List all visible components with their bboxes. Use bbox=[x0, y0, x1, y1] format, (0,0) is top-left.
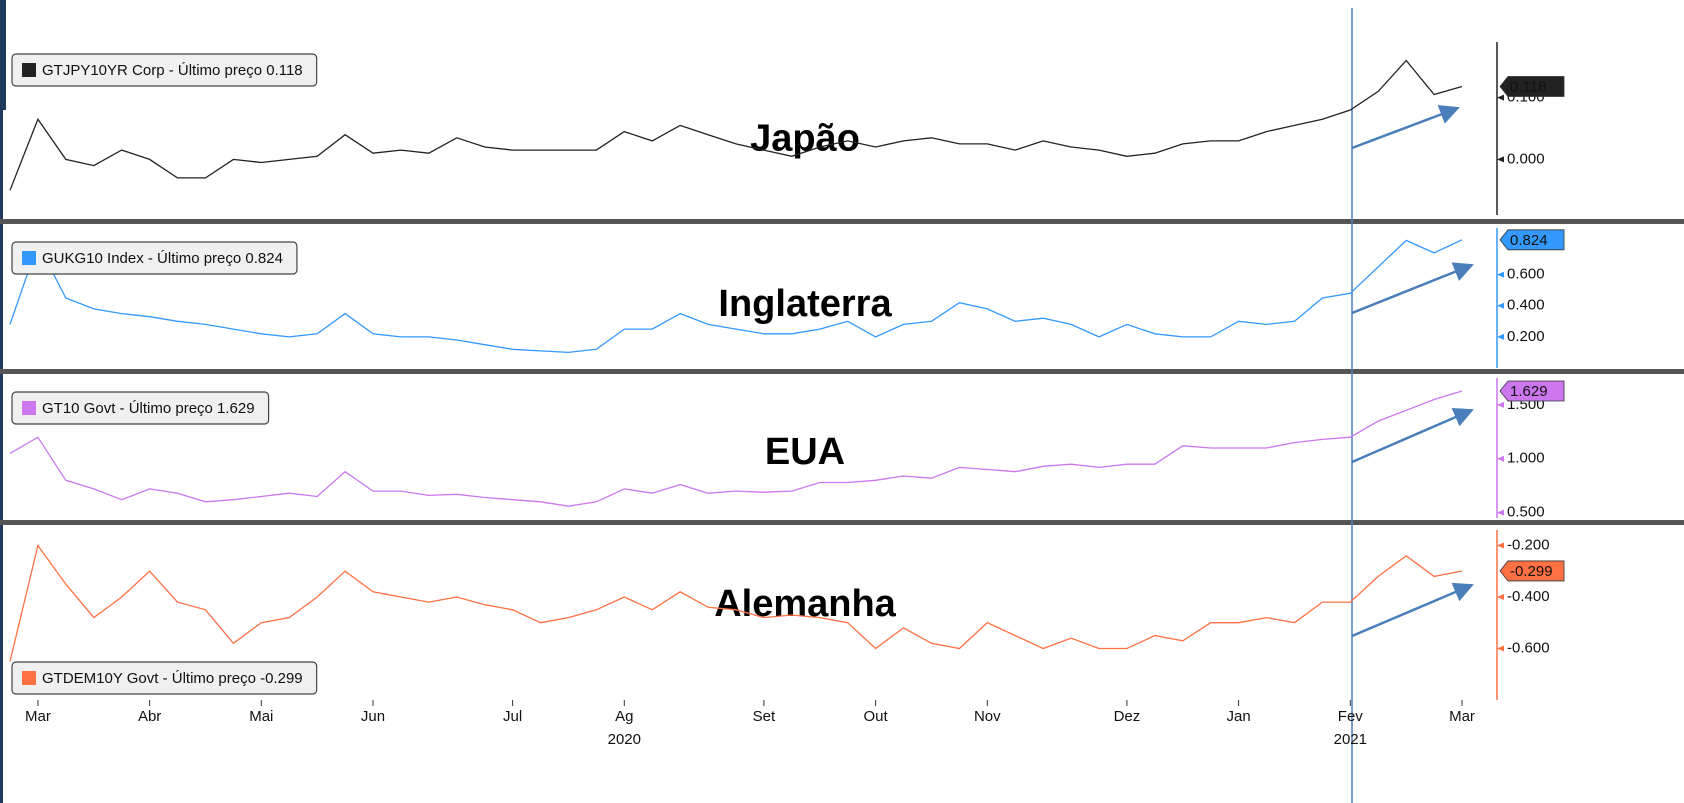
value-tag bbox=[1499, 560, 1565, 582]
x-tick-label: Jun bbox=[361, 708, 385, 725]
legend: GUKG10 Index - Último preço 0.824 bbox=[11, 241, 298, 275]
x-tick-label: Mar bbox=[1449, 708, 1475, 725]
x-tick-label: Jan bbox=[1227, 708, 1251, 725]
x-tick-label: Nov bbox=[974, 708, 1001, 725]
trend-arrow bbox=[1351, 407, 1474, 464]
value-tag bbox=[1499, 380, 1565, 402]
legend-box bbox=[11, 661, 318, 695]
y-tick-label: 0.500 bbox=[1507, 504, 1545, 521]
panel-title: Alemanha bbox=[714, 583, 896, 625]
y-tick-label: 0.200 bbox=[1507, 328, 1545, 345]
series-line bbox=[9, 390, 1463, 507]
left-border bbox=[0, 0, 3, 803]
x-tick-label: Abr bbox=[138, 708, 161, 725]
trend-arrow bbox=[1351, 104, 1460, 150]
y-tick bbox=[1497, 509, 1504, 516]
x-tick-label: Mai bbox=[249, 708, 273, 725]
y-tick bbox=[1497, 302, 1504, 309]
legend: GT10 Govt - Último preço 1.629 bbox=[11, 391, 270, 425]
panel-title: Japão bbox=[750, 118, 860, 160]
y-tick bbox=[1497, 401, 1504, 408]
y-tick bbox=[1497, 333, 1504, 340]
legend-box bbox=[11, 53, 318, 87]
x-tick-label: Fev bbox=[1338, 708, 1364, 725]
trend-arrow bbox=[1351, 582, 1474, 638]
panel-separator bbox=[0, 520, 1684, 525]
panel-title: Inglaterra bbox=[718, 283, 892, 325]
legend-box bbox=[11, 241, 298, 275]
y-tick-label: -0.400 bbox=[1507, 588, 1550, 605]
legend-label: GTJPY10YR Corp - Último preço 0.118 bbox=[42, 62, 303, 79]
y-tick bbox=[1497, 455, 1504, 462]
panel-separator bbox=[0, 369, 1684, 374]
legend-label: GTDEM10Y Govt - Último preço -0.299 bbox=[42, 670, 303, 687]
value-label: -0.299 bbox=[1510, 563, 1553, 580]
series-line bbox=[9, 59, 1463, 191]
legend-swatch bbox=[22, 63, 36, 77]
value-label: 1.629 bbox=[1510, 383, 1548, 400]
value-tag bbox=[1499, 76, 1565, 97]
y-tick-label: -0.600 bbox=[1507, 639, 1550, 656]
y-tick bbox=[1497, 645, 1504, 652]
trend-arrow bbox=[1351, 262, 1474, 315]
x-tick-label: Set bbox=[753, 708, 776, 725]
x-year-label: 2020 bbox=[608, 731, 641, 748]
y-tick-label: 1.000 bbox=[1507, 450, 1545, 467]
y-tick-label: 0.400 bbox=[1507, 297, 1545, 314]
legend-swatch bbox=[22, 671, 36, 685]
x-tick-label: Ag bbox=[615, 708, 633, 725]
value-tag bbox=[1499, 229, 1565, 251]
x-tick-label: Dez bbox=[1114, 708, 1141, 725]
x-tick-label: Mar bbox=[25, 708, 51, 725]
y-tick bbox=[1497, 94, 1504, 101]
series-line bbox=[9, 239, 1463, 354]
x-tick-label: Out bbox=[864, 708, 889, 725]
legend-label: GT10 Govt - Último preço 1.629 bbox=[42, 400, 255, 417]
y-tick bbox=[1497, 156, 1504, 163]
x-year-label: 2021 bbox=[1334, 731, 1367, 748]
y-tick-label: 0.000 bbox=[1507, 150, 1545, 167]
legend-label: GUKG10 Index - Último preço 0.824 bbox=[42, 250, 283, 267]
y-tick-label: 0.600 bbox=[1507, 266, 1545, 283]
legend-swatch bbox=[22, 401, 36, 415]
value-label: 0.824 bbox=[1510, 232, 1548, 249]
legend-swatch bbox=[22, 251, 36, 265]
legend: GTJPY10YR Corp - Último preço 0.118 bbox=[11, 53, 318, 87]
legend: GTDEM10Y Govt - Último preço -0.299 bbox=[11, 661, 318, 695]
x-tick-label: Jul bbox=[503, 708, 522, 725]
series-line bbox=[9, 543, 1463, 662]
y-tick bbox=[1497, 542, 1504, 549]
legend-box bbox=[11, 391, 270, 425]
value-label: 0.118 bbox=[1510, 78, 1546, 95]
y-tick bbox=[1497, 593, 1504, 600]
panel-title: EUA bbox=[765, 431, 845, 473]
y-tick bbox=[1497, 271, 1504, 278]
panel-separator bbox=[0, 219, 1684, 224]
y-tick-label: -0.200 bbox=[1507, 536, 1550, 553]
